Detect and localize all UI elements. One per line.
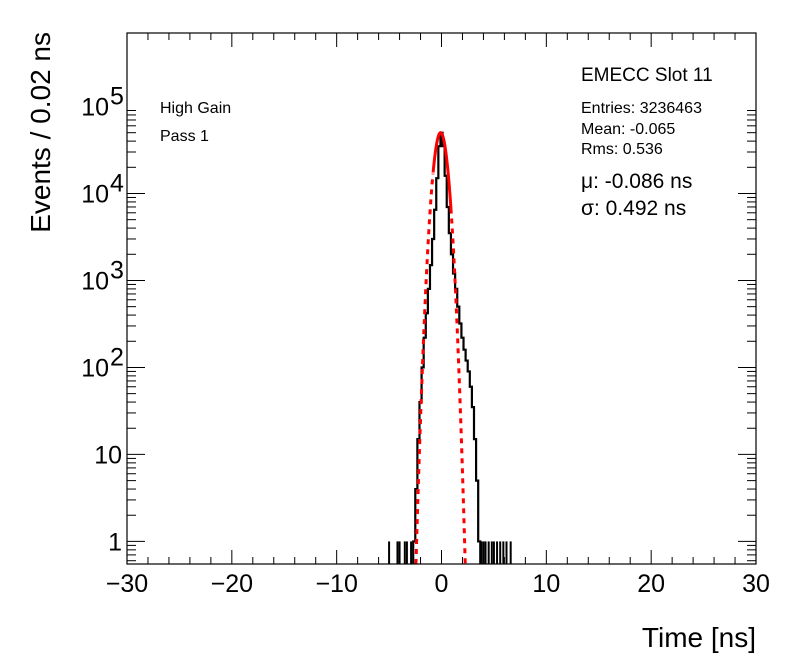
x-tick-label: −20 (211, 570, 253, 598)
fit-curve-dashed-left (414, 173, 435, 565)
y-tick-exponent: 3 (110, 256, 124, 284)
y-tick-label: 10 (94, 441, 122, 469)
x-tick-label: 20 (637, 570, 665, 598)
x-tick-label: 30 (742, 570, 770, 598)
legend-left: High Gain Pass 1 (160, 100, 231, 145)
chart-title: EMECC Slot 11 (581, 65, 713, 86)
fit-sigma: σ: 0.492 ns (581, 197, 686, 220)
gain-label: High Gain (160, 100, 231, 117)
x-tick-label: 0 (435, 570, 449, 598)
histogram-outline (412, 131, 482, 564)
pass-label: Pass 1 (160, 128, 209, 145)
y-axis-title: Events / 0.02 ns (25, 32, 56, 233)
y-tick-label: 1 (108, 528, 122, 556)
y-tick-label: 10 (81, 94, 109, 122)
stat-mean: Mean: -0.065 (581, 121, 675, 138)
y-tick-exponent: 2 (110, 343, 124, 371)
x-tick-label: −30 (106, 570, 148, 598)
x-axis-title: Time [ns] (642, 622, 756, 653)
y-tick-label: 10 (81, 180, 109, 208)
y-tick-label: 10 (81, 267, 109, 295)
x-tick-label: −10 (315, 570, 357, 598)
fit-curve-dashed-right (449, 208, 467, 566)
x-tick-label: 10 (532, 570, 560, 598)
y-tick-label: 10 (81, 354, 109, 382)
stat-rms: Rms: 0.536 (581, 141, 663, 158)
y-tick-exponent: 4 (110, 169, 124, 197)
fit-curve-solid (431, 131, 453, 209)
stat-entries: Entries: 3236463 (581, 100, 702, 117)
stats-box: EMECC Slot 11 Entries: 3236463 Mean: -0.… (581, 65, 713, 220)
y-tick-exponent: 5 (110, 83, 124, 111)
fit-mu: μ: -0.086 ns (581, 170, 692, 193)
